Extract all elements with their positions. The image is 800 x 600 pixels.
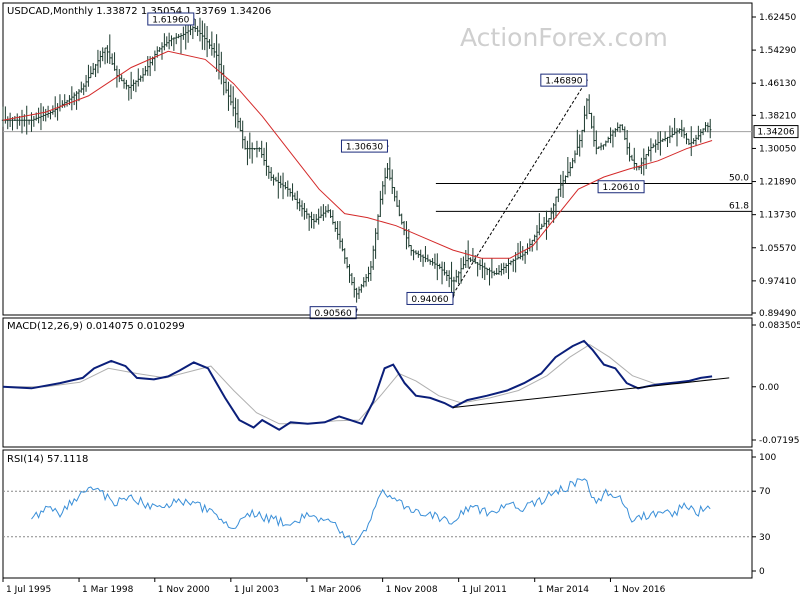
- annotation-box: [147, 12, 195, 26]
- annotation-box: [309, 306, 357, 320]
- rsi-panel: [2, 449, 753, 579]
- rsi-y-tick-label: 70: [759, 487, 771, 497]
- price-plot: 1.61960 0.90560 1.30630 0.94060 1.46890 1.206…: [1, 12, 713, 320]
- rsi-axis: 100 70 30 0: [752, 453, 776, 577]
- current-price-tag: [753, 125, 799, 139]
- moving-average-line: [2, 50, 713, 259]
- annotation-label: 1.30630: [346, 143, 383, 153]
- annotation-label: 1.61960: [152, 15, 189, 25]
- annotation-box: [597, 180, 645, 194]
- price-y-tick-label: 0.89490: [759, 309, 796, 319]
- rsi-line: [31, 478, 711, 546]
- price-y-tick-label: 1.21890: [759, 178, 796, 188]
- rsi-y-tick-label: 30: [759, 533, 771, 543]
- annotation-box: [540, 73, 588, 87]
- macd-trendline: [452, 377, 730, 408]
- price-panel-title: USDCAD,Monthly 1.33872 1.35054 1.33769 1…: [7, 6, 271, 17]
- macd-y-tick-label: 0.083505: [759, 321, 800, 331]
- macd-axis: 0.083505 0.00 -0.07195: [752, 321, 800, 446]
- x-tick-label: 1 Mar 1998: [82, 585, 134, 595]
- price-y-tick-label: 1.38210: [759, 111, 796, 121]
- rsi-panel-title: RSI(14) 57.1118: [7, 454, 88, 465]
- macd-panel-title: MACD(12,26,9) 0.014075 0.010299: [7, 321, 185, 332]
- x-tick-label: 1 Nov 2000: [158, 585, 210, 595]
- x-tick-label: 1 Jul 2011: [462, 585, 507, 595]
- fib-level-label: 50.0: [729, 174, 749, 184]
- macd-y-tick-label: 0.00: [759, 383, 779, 393]
- x-tick-label: 1 Nov 2016: [613, 585, 665, 595]
- macd-plot: [2, 339, 730, 431]
- annotation-box: [406, 291, 454, 305]
- macd-signal-line: [3, 344, 713, 425]
- price-y-tick-label: 0.97410: [759, 277, 796, 287]
- price-panel: [2, 2, 753, 316]
- price-trendline: [452, 79, 588, 295]
- macd-y-tick-label: -0.07195: [759, 436, 799, 446]
- price-y-tick-label: 1.62450: [759, 13, 796, 23]
- annotation-label: 1.46890: [545, 77, 582, 87]
- rsi-y-tick-label: 0: [759, 567, 765, 577]
- annotation-box: [340, 139, 388, 153]
- x-tick-label: 1 Jul 2003: [234, 585, 279, 595]
- rsi-y-tick-label: 100: [759, 453, 776, 463]
- watermark: ActionForex.com: [460, 23, 668, 52]
- current-price-label: 1.34206: [757, 128, 794, 138]
- x-tick-label: 1 Mar 2006: [310, 585, 362, 595]
- x-tick-label: 1 Nov 2008: [386, 585, 438, 595]
- annotation-label: 0.94060: [411, 295, 448, 305]
- annotation-label: 0.90560: [315, 309, 352, 319]
- price-y-tick-label: 1.30050: [759, 144, 796, 154]
- fib-level-label: 61.8: [729, 201, 749, 211]
- annotation-label: 1.20610: [602, 183, 639, 193]
- macd-panel: [2, 317, 753, 448]
- price-y-tick-label: 1.13730: [759, 211, 796, 221]
- macd-line: [2, 339, 713, 431]
- price-y-tick-label: 1.46130: [759, 79, 796, 89]
- x-tick-label: 1 Mar 2014: [538, 585, 590, 595]
- price-y-tick-label: 1.54290: [759, 46, 796, 56]
- price-y-tick-label: 1.05570: [759, 244, 796, 254]
- rsi-plot: [3, 478, 752, 546]
- x-axis: 1 Jul 1995 1 Mar 1998 1 Nov 2000 1 Jul 2003…: [2, 578, 666, 595]
- price-axis: 1.62450 1.54290 1.46130 1.38210 1.30050 1.218…: [752, 13, 799, 319]
- x-tick-label: 1 Jul 1995: [6, 585, 51, 595]
